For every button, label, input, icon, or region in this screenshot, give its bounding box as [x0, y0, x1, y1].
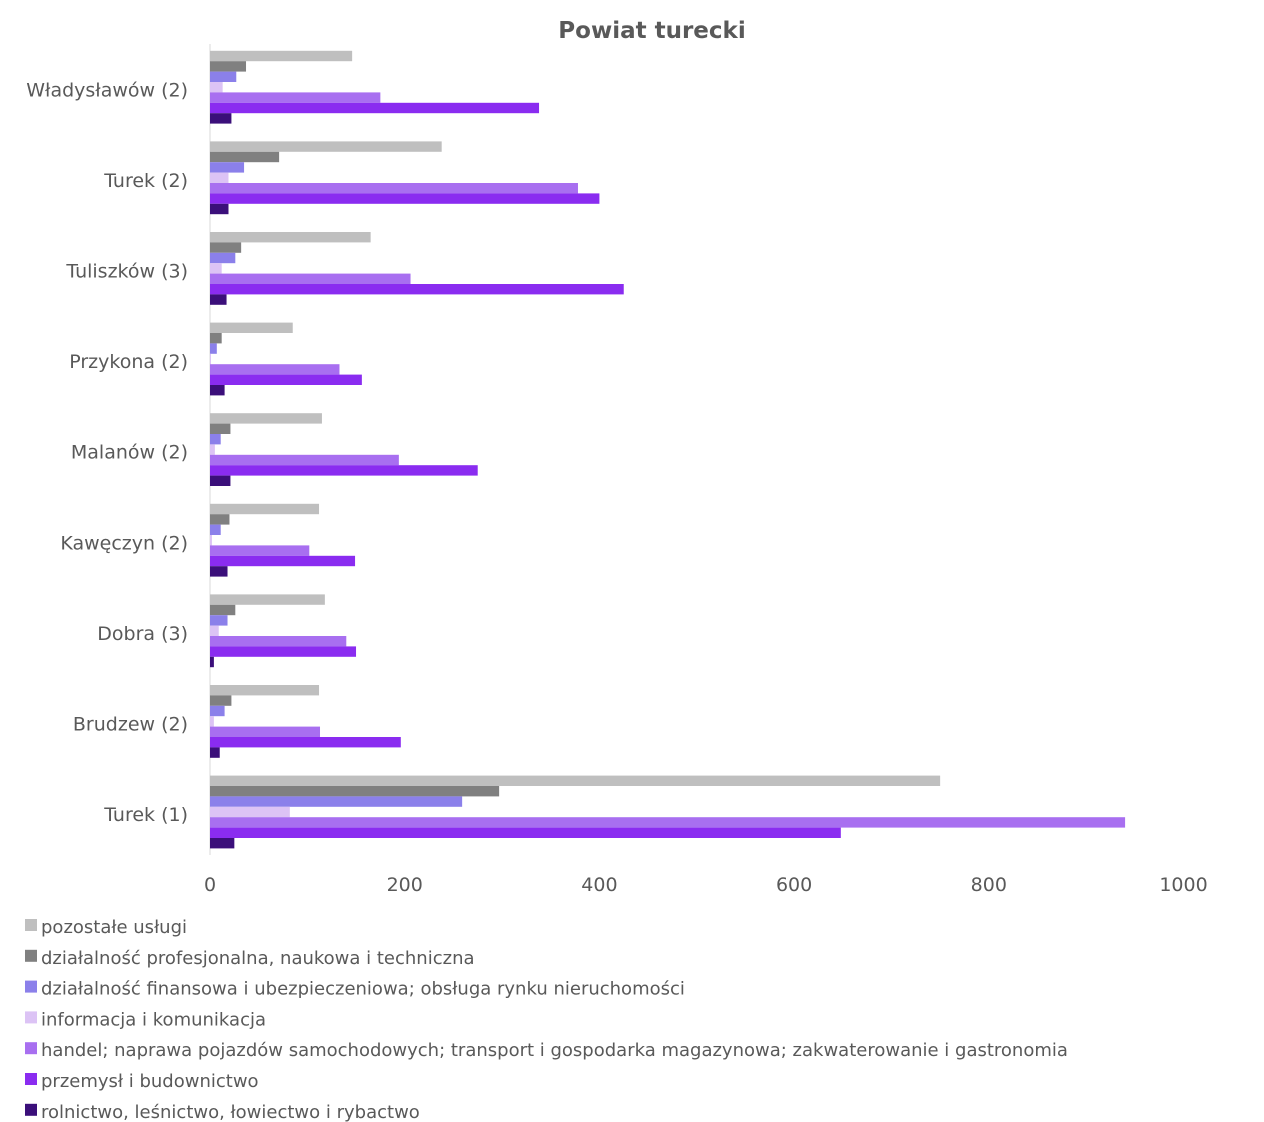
bar-turek-2-series-5 [210, 183, 578, 194]
bar-turek-2-series-3 [210, 162, 245, 173]
bar-kaweczyn-2-series-5 [210, 545, 310, 556]
bar-kaweczyn-2-series-2 [210, 514, 230, 525]
x-tick-label: 1000 [1159, 874, 1207, 896]
category-label: Turek (1) [103, 804, 188, 826]
legend-label: działalność finansowa i ubezpieczeniowa;… [41, 979, 685, 1000]
bar-dobra-3-series-2 [210, 604, 236, 616]
legend-swatch [25, 949, 37, 962]
bar-tuliszkow-3-series-2 [210, 242, 242, 253]
bar-tuliszkow-3-series-5 [210, 273, 411, 284]
bar-brudzew-2-series-1 [210, 685, 320, 696]
bar-przykona-2-series-5 [210, 364, 340, 375]
legend-label: przemysł i budownictwo [41, 1071, 259, 1092]
bar-kaweczyn-2-series-1 [210, 503, 320, 515]
category-label: Malanów (2) [71, 442, 188, 464]
bar-malanow-2-series-2 [210, 423, 231, 434]
x-tick-labels: 0 200 400 600 800 1000 [204, 874, 1208, 896]
bar-malanow-2-series-5 [210, 454, 399, 466]
category-label: Turek (2) [103, 170, 188, 192]
bar-turek-1-series-2 [210, 786, 500, 797]
bar-przykona-2-series-3 [210, 343, 217, 354]
bar-kaweczyn-2-series-6 [210, 555, 356, 567]
bar-malanow-2-series-4 [210, 444, 215, 455]
bar-przykona-2-series-2 [210, 333, 222, 344]
bar-turek-2-series-1 [210, 141, 442, 152]
bar-brudzew-2-series-4 [210, 716, 214, 727]
bar-przykona-2-series-6 [210, 374, 362, 385]
bars-layer [210, 50, 1126, 849]
bar-wladyslawow-2-series-2 [210, 61, 247, 72]
bar-dobra-3-series-1 [210, 594, 325, 605]
bar-dobra-3-series-5 [210, 636, 347, 647]
bar-dobra-3-series-4 [210, 625, 219, 636]
bar-turek-2-series-4 [210, 172, 229, 183]
bar-malanow-2-series-3 [210, 434, 221, 445]
legend-label: informacja i komunikacja [41, 1009, 266, 1030]
bar-turek-1-series-5 [210, 817, 1126, 828]
bar-tuliszkow-3-series-6 [210, 284, 624, 295]
x-tick-label: 200 [387, 874, 423, 896]
category-label: Dobra (3) [97, 623, 188, 645]
bar-przykona-2-series-7 [210, 385, 225, 396]
bar-malanow-2-series-6 [210, 465, 478, 476]
bar-dobra-3-series-3 [210, 615, 228, 626]
category-label: Przykona (2) [69, 351, 188, 373]
bar-wladyslawow-2-series-5 [210, 92, 381, 103]
bar-turek-2-series-2 [210, 151, 280, 163]
bar-tuliszkow-3-series-3 [210, 252, 236, 264]
bar-brudzew-2-series-3 [210, 705, 225, 717]
bar-brudzew-2-series-5 [210, 726, 321, 737]
legend-label: działalność profesjonalna, naukowa i tec… [41, 948, 475, 969]
x-tick-label: 400 [581, 874, 617, 896]
legend-label: pozostałe usługi [41, 917, 187, 938]
bar-tuliszkow-3-series-7 [210, 294, 227, 305]
chart-title: Powiat turecki [558, 18, 745, 44]
bar-wladyslawow-2-series-3 [210, 71, 237, 82]
bar-dobra-3-series-7 [210, 656, 214, 668]
bar-kaweczyn-2-series-3 [210, 524, 221, 535]
bar-brudzew-2-series-2 [210, 695, 232, 706]
legend-swatch [25, 1103, 37, 1116]
bar-kaweczyn-2-series-7 [210, 566, 228, 577]
category-labels: Turek (1) Brudzew (2) Dobra (3) Kawęczyn (2… [26, 79, 188, 826]
legend-label: handel; naprawa pojazdów samochodowych; … [41, 1040, 1068, 1061]
bar-wladyslawow-2-series-6 [210, 102, 540, 114]
bar-brudzew-2-series-6 [210, 737, 401, 748]
bar-turek-1-series-1 [210, 775, 941, 786]
bar-wladyslawow-2-series-7 [210, 113, 232, 124]
category-label: Brudzew (2) [73, 714, 188, 736]
bar-kaweczyn-2-series-4 [210, 535, 212, 546]
bar-przykona-2-series-1 [210, 322, 293, 333]
category-label: Tuliszków (3) [65, 261, 188, 283]
legend-swatch [25, 1011, 37, 1024]
bar-turek-1-series-7 [210, 838, 235, 849]
legend-swatch [25, 980, 37, 993]
legend: pozostałe usługi działalność profesjonaln… [25, 917, 1068, 1122]
bar-turek-1-series-6 [210, 827, 841, 838]
bar-tuliszkow-3-series-1 [210, 232, 371, 243]
legend-swatch [25, 1073, 37, 1085]
bar-dobra-3-series-6 [210, 646, 357, 657]
bar-malanow-2-series-7 [210, 475, 231, 486]
category-label: Kawęczyn (2) [60, 532, 188, 554]
legend-swatch [25, 1042, 37, 1055]
x-tick-label: 800 [971, 874, 1007, 896]
bar-turek-2-series-7 [210, 203, 229, 215]
bar-wladyslawow-2-series-1 [210, 50, 353, 62]
bar-wladyslawow-2-series-4 [210, 82, 223, 93]
legend-label: rolnictwo, leśnictwo, łowiectwo i rybact… [41, 1102, 420, 1122]
bar-turek-1-series-4 [210, 806, 290, 818]
legend-swatch [25, 919, 37, 931]
bar-turek-2-series-6 [210, 193, 600, 204]
bar-tuliszkow-3-series-4 [210, 263, 222, 274]
bar-brudzew-2-series-7 [210, 747, 220, 758]
category-label: Władysławów (2) [26, 79, 188, 101]
x-tick-label: 0 [204, 874, 216, 896]
x-tick-label: 600 [776, 874, 812, 896]
bar-turek-1-series-3 [210, 796, 463, 807]
bar-malanow-2-series-1 [210, 413, 322, 424]
bar-przykona-2-series-4 [210, 353, 211, 365]
